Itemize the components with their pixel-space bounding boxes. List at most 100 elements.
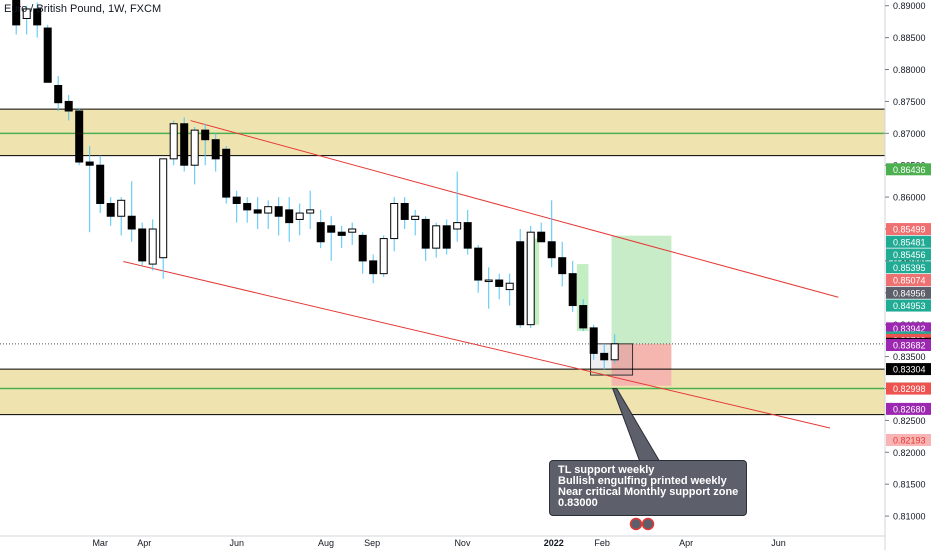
x-tick-label-0: Mar [92, 538, 108, 548]
candle-4 [43, 24, 52, 83]
highlight-zone-3 [576, 264, 589, 332]
price-tag-bg [886, 286, 931, 299]
price-tag-label: 0.85456 [893, 250, 926, 260]
candle-body [274, 206, 283, 217]
candle-34 [358, 232, 367, 274]
y-tick-label-16: 0.81000 [893, 512, 926, 522]
candle-body [180, 123, 189, 166]
x-tick-label-7: Feb [594, 538, 610, 548]
price-tag-label: 0.85499 [893, 225, 926, 235]
candle-body [96, 164, 105, 204]
y-tick-label-4: 0.87000 [893, 129, 926, 139]
price-tag-label: 0.85395 [893, 263, 926, 273]
candle-body [442, 225, 451, 249]
candle-53 [558, 241, 567, 287]
price-tag-bg [886, 402, 931, 415]
price-tag-4: 0.85395 [886, 261, 931, 274]
candle-23 [243, 197, 252, 223]
candle-body [390, 202, 399, 240]
candle-39 [411, 209, 420, 236]
candle-48 [505, 273, 514, 306]
candle-18 [190, 126, 199, 185]
candle-42 [442, 219, 451, 255]
candle-15 [159, 158, 168, 279]
trendline-0 [190, 120, 839, 298]
candle-body [264, 206, 273, 214]
candle-body [295, 212, 304, 220]
y-tick-label-3: 0.87500 [893, 97, 926, 107]
target-zone [611, 235, 672, 344]
price-tag-0: 0.86436 [886, 163, 931, 176]
candle-36 [379, 235, 388, 277]
candle-body [369, 260, 378, 275]
x-tick-label-5: Nov [454, 538, 471, 548]
trendlines [123, 120, 839, 429]
candle-32 [337, 225, 346, 249]
candle-body [411, 215, 420, 220]
y-tick-label-14: 0.82000 [893, 448, 926, 458]
y-tick-label-2: 0.88000 [893, 65, 926, 75]
trendline-1 [123, 261, 831, 429]
candle-body [495, 279, 504, 287]
candle-16 [169, 120, 178, 166]
price-tag-14: 0.83304 [886, 363, 931, 376]
price-tag-7: 0.84953 [886, 299, 931, 312]
candle-22 [232, 190, 241, 223]
candle-body [106, 202, 115, 217]
candle-body [43, 27, 52, 83]
price-tag-3: 0.85456 [886, 248, 931, 261]
price-tag-label: 0.83942 [893, 324, 926, 334]
price-tag-bg [886, 248, 931, 261]
candle-9 [96, 155, 105, 214]
candle-33 [348, 222, 357, 245]
price-tag-bg [886, 235, 931, 248]
y-tick-label-11: 0.83500 [893, 352, 926, 362]
horizontal-levels [0, 108, 885, 416]
candle-3 [33, 2, 42, 38]
candle-20 [211, 133, 220, 172]
x-tick-label-4: Sep [364, 538, 380, 548]
price-tag-bg [886, 299, 931, 312]
candle-body [85, 161, 94, 166]
y-tick-label-15: 0.81500 [893, 480, 926, 490]
price-tag-label: 0.82680 [893, 404, 926, 414]
price-tag-label: 0.82998 [893, 384, 926, 394]
price-tag-bg [886, 223, 931, 236]
candle-body [358, 234, 367, 262]
candle-7 [75, 107, 84, 166]
candle-38 [400, 197, 409, 230]
candle-29 [306, 190, 315, 230]
candle-37 [390, 197, 399, 252]
candle-body [600, 352, 609, 361]
candle-2 [22, 5, 31, 35]
callout-note[interactable]: TL support weekly Bullish engulfing prin… [549, 460, 747, 516]
event-icon-0 [629, 517, 643, 531]
candle-body [579, 305, 588, 329]
candle-body [117, 199, 126, 217]
y-tick-label-6: 0.86000 [893, 193, 926, 203]
candle-8 [85, 146, 94, 233]
candle-body [421, 218, 430, 249]
candle-body [348, 228, 357, 233]
x-tick-label-1: Apr [137, 538, 151, 548]
price-tag-16: 0.82998 [886, 382, 931, 395]
candle-body [127, 215, 136, 230]
candle-41 [432, 222, 441, 258]
candle-body [169, 123, 178, 160]
x-tick-label-8: Apr [679, 538, 693, 548]
candle-19 [201, 123, 210, 166]
price-tag-bg [886, 433, 931, 446]
candle-body [516, 241, 525, 326]
candle-57 [600, 343, 609, 370]
candle-body [432, 225, 441, 249]
support-resistance-zones [0, 109, 885, 415]
candle-45 [474, 244, 483, 293]
candle-35 [369, 254, 378, 284]
x-tick-label-2: Jun [229, 538, 244, 548]
callout-line-1: TL support weekly [558, 464, 655, 476]
candle-55 [579, 299, 588, 332]
candle-body [222, 148, 231, 198]
callout-line-2: Bullish engulfing printed weekly [558, 475, 727, 487]
price-tag-label: 0.84956 [893, 288, 926, 298]
